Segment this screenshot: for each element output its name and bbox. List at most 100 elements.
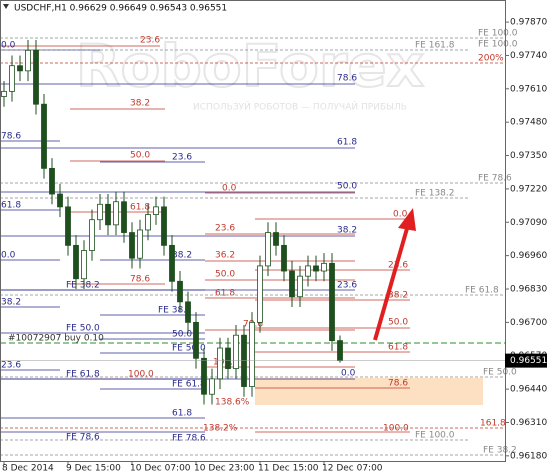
candle-body (321, 262, 327, 272)
level-label: 100.0 (128, 370, 154, 380)
candle-body (257, 265, 263, 323)
y-tick-label: 0.97090 (510, 218, 547, 228)
level-label: FE 61.8 (66, 370, 100, 380)
level-label: 138.6% (215, 398, 250, 408)
level-label: 23.6 (337, 281, 357, 291)
y-tick-label: 0.97870 (510, 18, 547, 28)
candle-body (73, 244, 79, 280)
chart-title: USDCHF,H1 0.96629 0.96649 0.96543 0.9655… (14, 4, 227, 14)
arrow-head (398, 208, 416, 231)
x-tick-label: 10 Dec 07:00 (130, 464, 191, 474)
level-label: 0.0 (341, 369, 356, 379)
levels: 23.6 0.0 FE 100.0 FE 161.8 FE 100.0 200% 78.6 3… (0, 29, 518, 456)
level-label: FE 61.8 (172, 380, 206, 390)
level-label: 0.0 (1, 251, 16, 261)
level-label: 61.8 (130, 203, 150, 213)
level-label: FE 100.0 (478, 29, 518, 39)
level-label: FE 161.8 (415, 41, 455, 51)
level-label: 23.6 (172, 153, 192, 163)
x-tick-label: 9 Dec 15:00 (66, 464, 121, 474)
candle-body (81, 250, 87, 280)
candle-body (145, 214, 151, 231)
level-label: FE 50.0 (172, 344, 206, 354)
level-label: 38.2 (337, 226, 357, 236)
level-label: FE 50.0 (66, 324, 100, 334)
candle-body (273, 232, 279, 246)
level-label: 50.0 (172, 330, 192, 340)
y-tick-label: 0.97740 (510, 51, 547, 61)
candle-body (105, 203, 111, 226)
title-marker (3, 4, 9, 9)
level-label: FE 138.2 (415, 189, 455, 199)
x-tick-label: 8 Dec 2014 (2, 464, 54, 474)
y-tick-label: 0.97350 (510, 151, 547, 161)
watermark-tagline: ИСПОЛЬЗУЙ РОБОТОВ — ПОЛУЧАЙ ПРИБЫЛЬ (193, 101, 407, 113)
level-label: 161.8 (480, 419, 506, 429)
level-label: 23.6 (140, 36, 160, 46)
candle-body (209, 378, 215, 395)
level-label: 50.0 (130, 151, 150, 161)
level-label: 38.2 (1, 298, 21, 308)
level-label: 50.0 (388, 318, 408, 328)
level-label: 50.0 (215, 270, 235, 280)
level-label: 23.6 (215, 224, 235, 234)
level-label: 50.0 (337, 182, 357, 192)
y-tick-label: 0.97480 (510, 118, 547, 128)
candle-body (161, 206, 167, 246)
level-label: 38.2 (130, 99, 150, 109)
target-zone (255, 378, 483, 405)
level-label: 78.6 (130, 275, 150, 285)
candle-body (113, 201, 119, 226)
candle-body (1, 90, 7, 97)
candle-body (313, 265, 319, 272)
level-label: 23.6 (1, 361, 21, 371)
candle-body (33, 49, 39, 105)
level-label: 138.2% (203, 424, 238, 434)
level-label: FE 100.0 (415, 431, 455, 441)
level-label: 0.0 (222, 184, 237, 194)
candle-body (249, 321, 255, 387)
last-price-box (505, 353, 547, 368)
level-label: 61.8 (1, 201, 21, 211)
level-label: FE 78.6 (66, 433, 100, 443)
candle-body (305, 265, 311, 277)
candle-body (289, 270, 295, 298)
level-label: FE 38.2 (66, 281, 100, 291)
candle-body (329, 262, 335, 341)
last-price-label: 0.96551 (510, 356, 547, 366)
candle-body (201, 357, 207, 395)
level-label: 100.0 (383, 424, 409, 434)
y-tick-label: 0.96440 (510, 385, 547, 395)
level-label: 0.0 (1, 41, 16, 51)
candle-body (121, 201, 127, 233)
candle-body (265, 232, 271, 267)
candle-body (17, 65, 23, 72)
candle-body (169, 244, 175, 282)
level-label: 0.0 (393, 210, 408, 220)
candle-body (49, 167, 55, 195)
candle-body (233, 334, 239, 369)
watermark: RoboForex (76, 32, 424, 100)
candle-body (41, 103, 47, 169)
level-label: 61.8 (215, 289, 235, 299)
level-label: 36.2 (215, 251, 235, 261)
candle-body (185, 301, 191, 323)
plot-frame (0, 0, 506, 462)
level-label: #10072907 buy 0.10 (8, 334, 104, 344)
arrow-shaft (373, 224, 410, 341)
candle-body (281, 244, 287, 272)
level-label: 38.2 (388, 291, 408, 301)
candle-body (337, 340, 343, 362)
level-label: FE 78.6 (172, 434, 206, 444)
level-label: 78.6 (1, 132, 21, 142)
candle-body (217, 347, 223, 380)
y-tick-label: 0.96180 (510, 451, 547, 461)
x-tick-label: 12 Dec 07:00 (322, 464, 383, 474)
candle-body (193, 321, 199, 359)
level-label: 61.8 (172, 409, 192, 419)
candle-body (225, 347, 231, 369)
level-label: FE 38.2 (483, 446, 517, 456)
level-label: 38.2 (172, 251, 192, 261)
level-label: 78.6 (388, 379, 408, 389)
